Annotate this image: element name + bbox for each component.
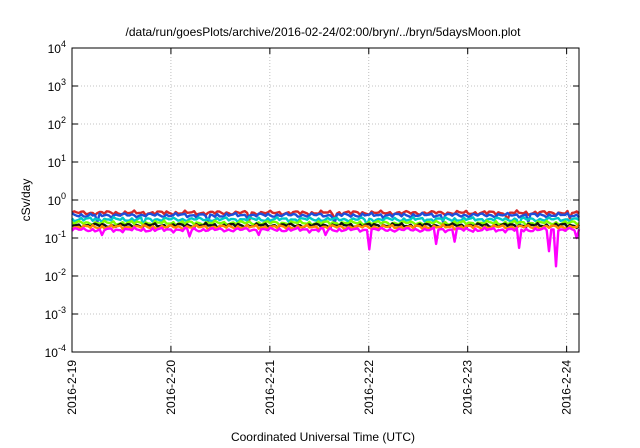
y-tick-exponent: -2 bbox=[58, 267, 66, 277]
y-tick-exponent: 3 bbox=[61, 77, 66, 87]
x-tick-label: 2016-2-22 bbox=[362, 360, 376, 415]
y-tick-base: 10 bbox=[45, 270, 59, 284]
x-tick-label: 2016-2-19 bbox=[65, 360, 79, 415]
y-tick-label: 10-1 bbox=[45, 229, 66, 246]
x-axis: 2016-2-19 2016-2-20 2016-2-21 2016-2-22 2016… bbox=[65, 48, 574, 415]
series-line bbox=[71, 219, 580, 227]
x-tick-label: 2016-2-23 bbox=[461, 360, 475, 415]
y-tick-label: 101 bbox=[48, 153, 66, 170]
y-tick-base: 10 bbox=[45, 232, 59, 246]
y-tick-label: 104 bbox=[48, 39, 66, 56]
series-line bbox=[71, 223, 580, 231]
x-axis-label: Coordinated Universal Time (UTC) bbox=[231, 430, 415, 444]
y-tick-exponent: -4 bbox=[58, 343, 66, 353]
y-tick-exponent: 2 bbox=[61, 115, 66, 125]
y-tick-label: 10-4 bbox=[45, 343, 66, 360]
y-tick-base: 10 bbox=[48, 42, 62, 56]
x-tick-label: 2016-2-21 bbox=[263, 360, 277, 415]
plot-frame bbox=[71, 47, 580, 353]
y-tick-base: 10 bbox=[48, 194, 62, 208]
y-tick-base: 10 bbox=[48, 156, 62, 170]
y-axis-label: cSv/day bbox=[19, 179, 33, 222]
y-tick-exponent: 1 bbox=[61, 153, 66, 163]
series-layer bbox=[71, 209, 581, 268]
x-tick-label: 2016-2-24 bbox=[560, 360, 574, 415]
series-line bbox=[71, 209, 580, 222]
y-tick-exponent: 0 bbox=[61, 191, 66, 201]
y-tick-label: 100 bbox=[48, 191, 66, 208]
y-tick-label: 103 bbox=[48, 77, 66, 94]
series-line bbox=[71, 211, 580, 225]
y-tick-exponent: -1 bbox=[58, 229, 66, 239]
y-tick-label: 102 bbox=[48, 115, 66, 132]
x-tick-label: 2016-2-20 bbox=[164, 360, 178, 415]
y-tick-base: 10 bbox=[45, 346, 59, 360]
y-tick-exponent: 4 bbox=[61, 39, 66, 49]
grid bbox=[71, 48, 579, 352]
series-line bbox=[71, 215, 580, 227]
y-tick-base: 10 bbox=[48, 118, 62, 132]
series-line bbox=[71, 226, 581, 268]
y-tick-exponent: -3 bbox=[58, 305, 66, 315]
y-tick-label: 10-2 bbox=[45, 267, 66, 284]
chart-title: /data/run/goesPlots/archive/2016-02-24/0… bbox=[126, 25, 522, 39]
y-tick-base: 10 bbox=[45, 308, 59, 322]
y-tick-label: 10-3 bbox=[45, 305, 66, 322]
y-tick-base: 10 bbox=[48, 80, 62, 94]
